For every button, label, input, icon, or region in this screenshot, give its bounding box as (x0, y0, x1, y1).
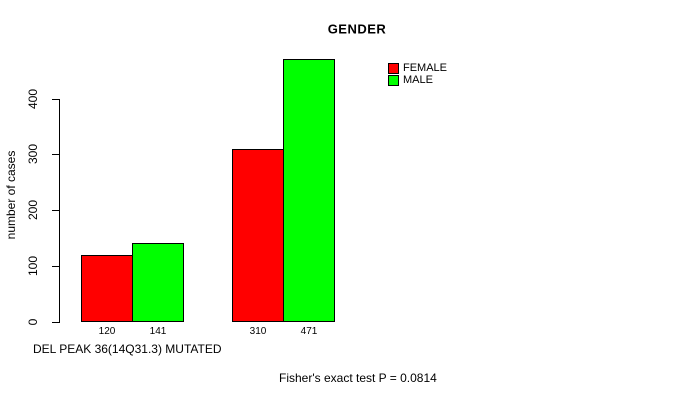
legend-item-male: MALE (388, 75, 447, 86)
bar-value-label: 141 (149, 326, 167, 337)
bar-female (232, 148, 284, 322)
y-tick-label: 300 (26, 144, 40, 165)
y-tick-mark (52, 210, 59, 212)
stat-annotation: Fisher's exact test P = 0.0814 (279, 371, 437, 385)
bar-male (283, 58, 335, 322)
bar-value-label: 120 (98, 326, 116, 337)
y-tick-label: 100 (26, 256, 40, 277)
y-tick-mark (52, 98, 59, 100)
y-tick-label: 400 (26, 88, 40, 109)
bar-female (81, 254, 133, 322)
y-tick-mark (52, 154, 59, 156)
legend: FEMALE MALE (388, 63, 447, 87)
legend-item-female: FEMALE (388, 63, 447, 74)
legend-label: MALE (403, 74, 433, 86)
legend-swatch-icon (388, 63, 399, 74)
y-tick-mark (52, 266, 59, 268)
y-axis-label: number of cases (4, 150, 18, 240)
bar-male (132, 243, 184, 322)
bar-value-label: 310 (249, 326, 267, 337)
legend-swatch-icon (388, 75, 399, 86)
y-axis-line (59, 98, 60, 323)
y-tick-label: 0 (26, 318, 40, 326)
chart-title: GENDER (327, 21, 387, 37)
x-axis-label: DEL PEAK 36(14Q31.3) MUTATED (33, 342, 222, 356)
legend-label: FEMALE (403, 62, 448, 74)
bar-value-label: 471 (300, 326, 318, 337)
y-tick-mark (52, 322, 59, 323)
y-tick-label: 200 (26, 200, 40, 221)
